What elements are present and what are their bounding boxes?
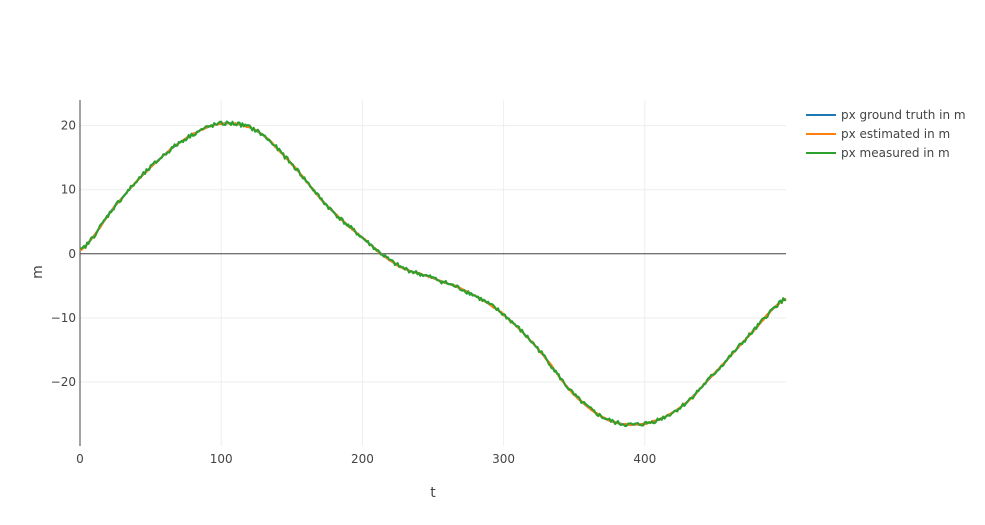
series-line <box>79 122 787 426</box>
y-tick-label: 20 <box>61 119 76 133</box>
y-axis-title: m <box>30 265 46 279</box>
x-tick-label: 100 <box>210 452 233 466</box>
y-tick-label: 0 <box>68 247 76 261</box>
legend-label: px estimated in m <box>841 127 950 141</box>
series-line <box>79 120 787 428</box>
y-tick-label: −20 <box>51 375 76 389</box>
grid <box>80 100 786 446</box>
legend-label: px ground truth in m <box>841 108 966 122</box>
legend-item[interactable]: px measured in m <box>806 146 950 160</box>
x-tick-label: 300 <box>492 452 515 466</box>
legend-item[interactable]: px estimated in m <box>806 127 950 141</box>
x-tick-label: 200 <box>351 452 374 466</box>
y-tick-label: −10 <box>51 311 76 325</box>
series-line <box>79 121 787 427</box>
axes <box>79 100 786 446</box>
y-tick-label: 10 <box>61 183 76 197</box>
legend-label: px measured in m <box>841 146 950 160</box>
legend-item[interactable]: px ground truth in m <box>806 108 966 122</box>
legend[interactable]: px ground truth in m px estimated in m px … <box>806 108 966 160</box>
x-axis-title: t <box>430 485 436 501</box>
series-lines <box>79 120 787 428</box>
x-tick-label: 400 <box>633 452 656 466</box>
x-tick-label: 0 <box>76 452 84 466</box>
